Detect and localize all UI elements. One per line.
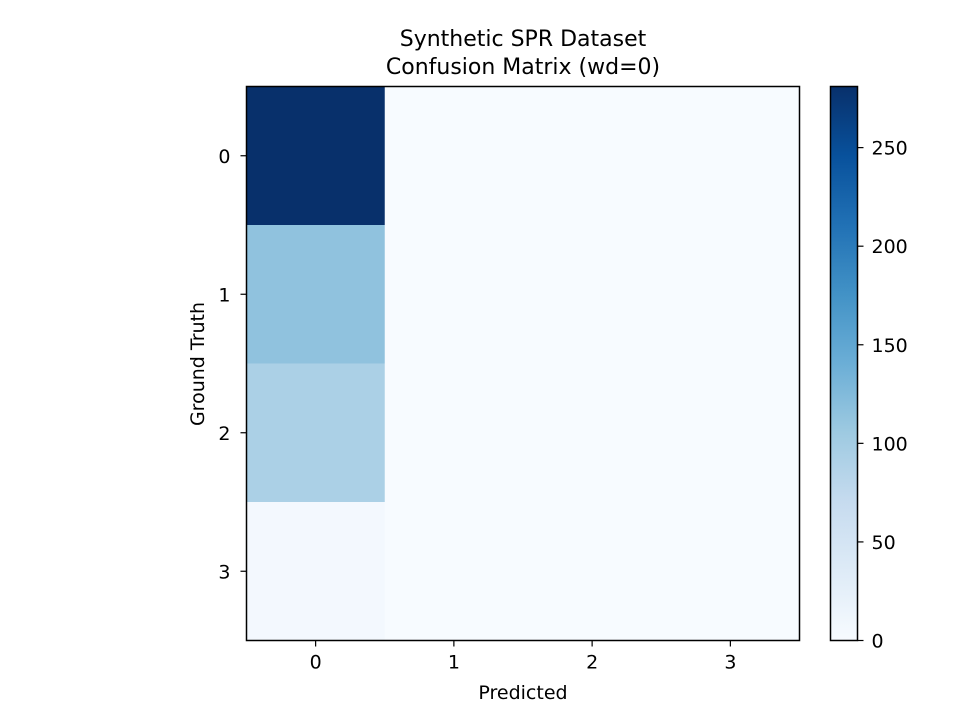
x-axis-label: Predicted [478,682,567,704]
plot-frame [245,85,801,642]
colorbar-tick-label: 50 [872,532,896,554]
y-tick-label: 3 [218,561,230,583]
heatmap-cell-r1-c0 [246,225,386,364]
heatmap-cell-r2-c1 [384,363,524,503]
x-tick-label: 1 [448,652,460,674]
heatmap-cell-r0-c3 [661,86,800,226]
heatmap-cells [246,86,800,641]
heatmap-cell-r0-c1 [384,86,524,226]
x-tick-label: 0 [310,652,322,674]
colorbar [829,85,859,642]
colorbar-ticks: 0 50 100 150 200 250 [857,138,908,653]
colorbar-tick-label: 0 [872,631,884,653]
colorbar-tick-label: 200 [872,236,908,258]
heatmap-cell-r2-c3 [661,363,800,503]
heatmap-cell-r3-c2 [523,502,662,641]
chart-title-line-2: Confusion Matrix (wd=0) [386,55,660,80]
heatmap-cell-r2-c2 [523,363,662,503]
heatmap-cell-r3-c3 [661,502,800,641]
colorbar-tick-label: 100 [872,433,908,455]
chart-title-line-1: Synthetic SPR Dataset [400,27,647,52]
y-tick-label: 1 [218,284,230,306]
y-tick-label: 0 [218,146,230,168]
heatmap-cell-r3-c1 [384,502,524,641]
x-tick-label: 2 [586,652,598,674]
heatmap-cell-r1-c3 [661,225,800,364]
heatmap-cell-r1-c2 [523,225,662,364]
y-axis-label: Ground Truth [187,302,209,426]
heatmap-cell-r0-c0 [246,86,386,226]
heatmap-cell-r2-c0 [246,363,386,503]
colorbar-tick-label: 250 [872,138,908,160]
x-tick-label: 3 [724,652,736,674]
heatmap-cell-r0-c2 [523,86,662,226]
colorbar-tick-label: 150 [872,335,908,357]
y-tick-label: 2 [218,423,230,445]
x-axis-ticks: 0 1 2 3 [310,640,736,674]
heatmap-cell-r1-c1 [384,225,524,364]
heatmap-cell-r3-c0 [246,502,386,641]
y-axis-ticks: 0 1 2 3 [218,146,247,583]
